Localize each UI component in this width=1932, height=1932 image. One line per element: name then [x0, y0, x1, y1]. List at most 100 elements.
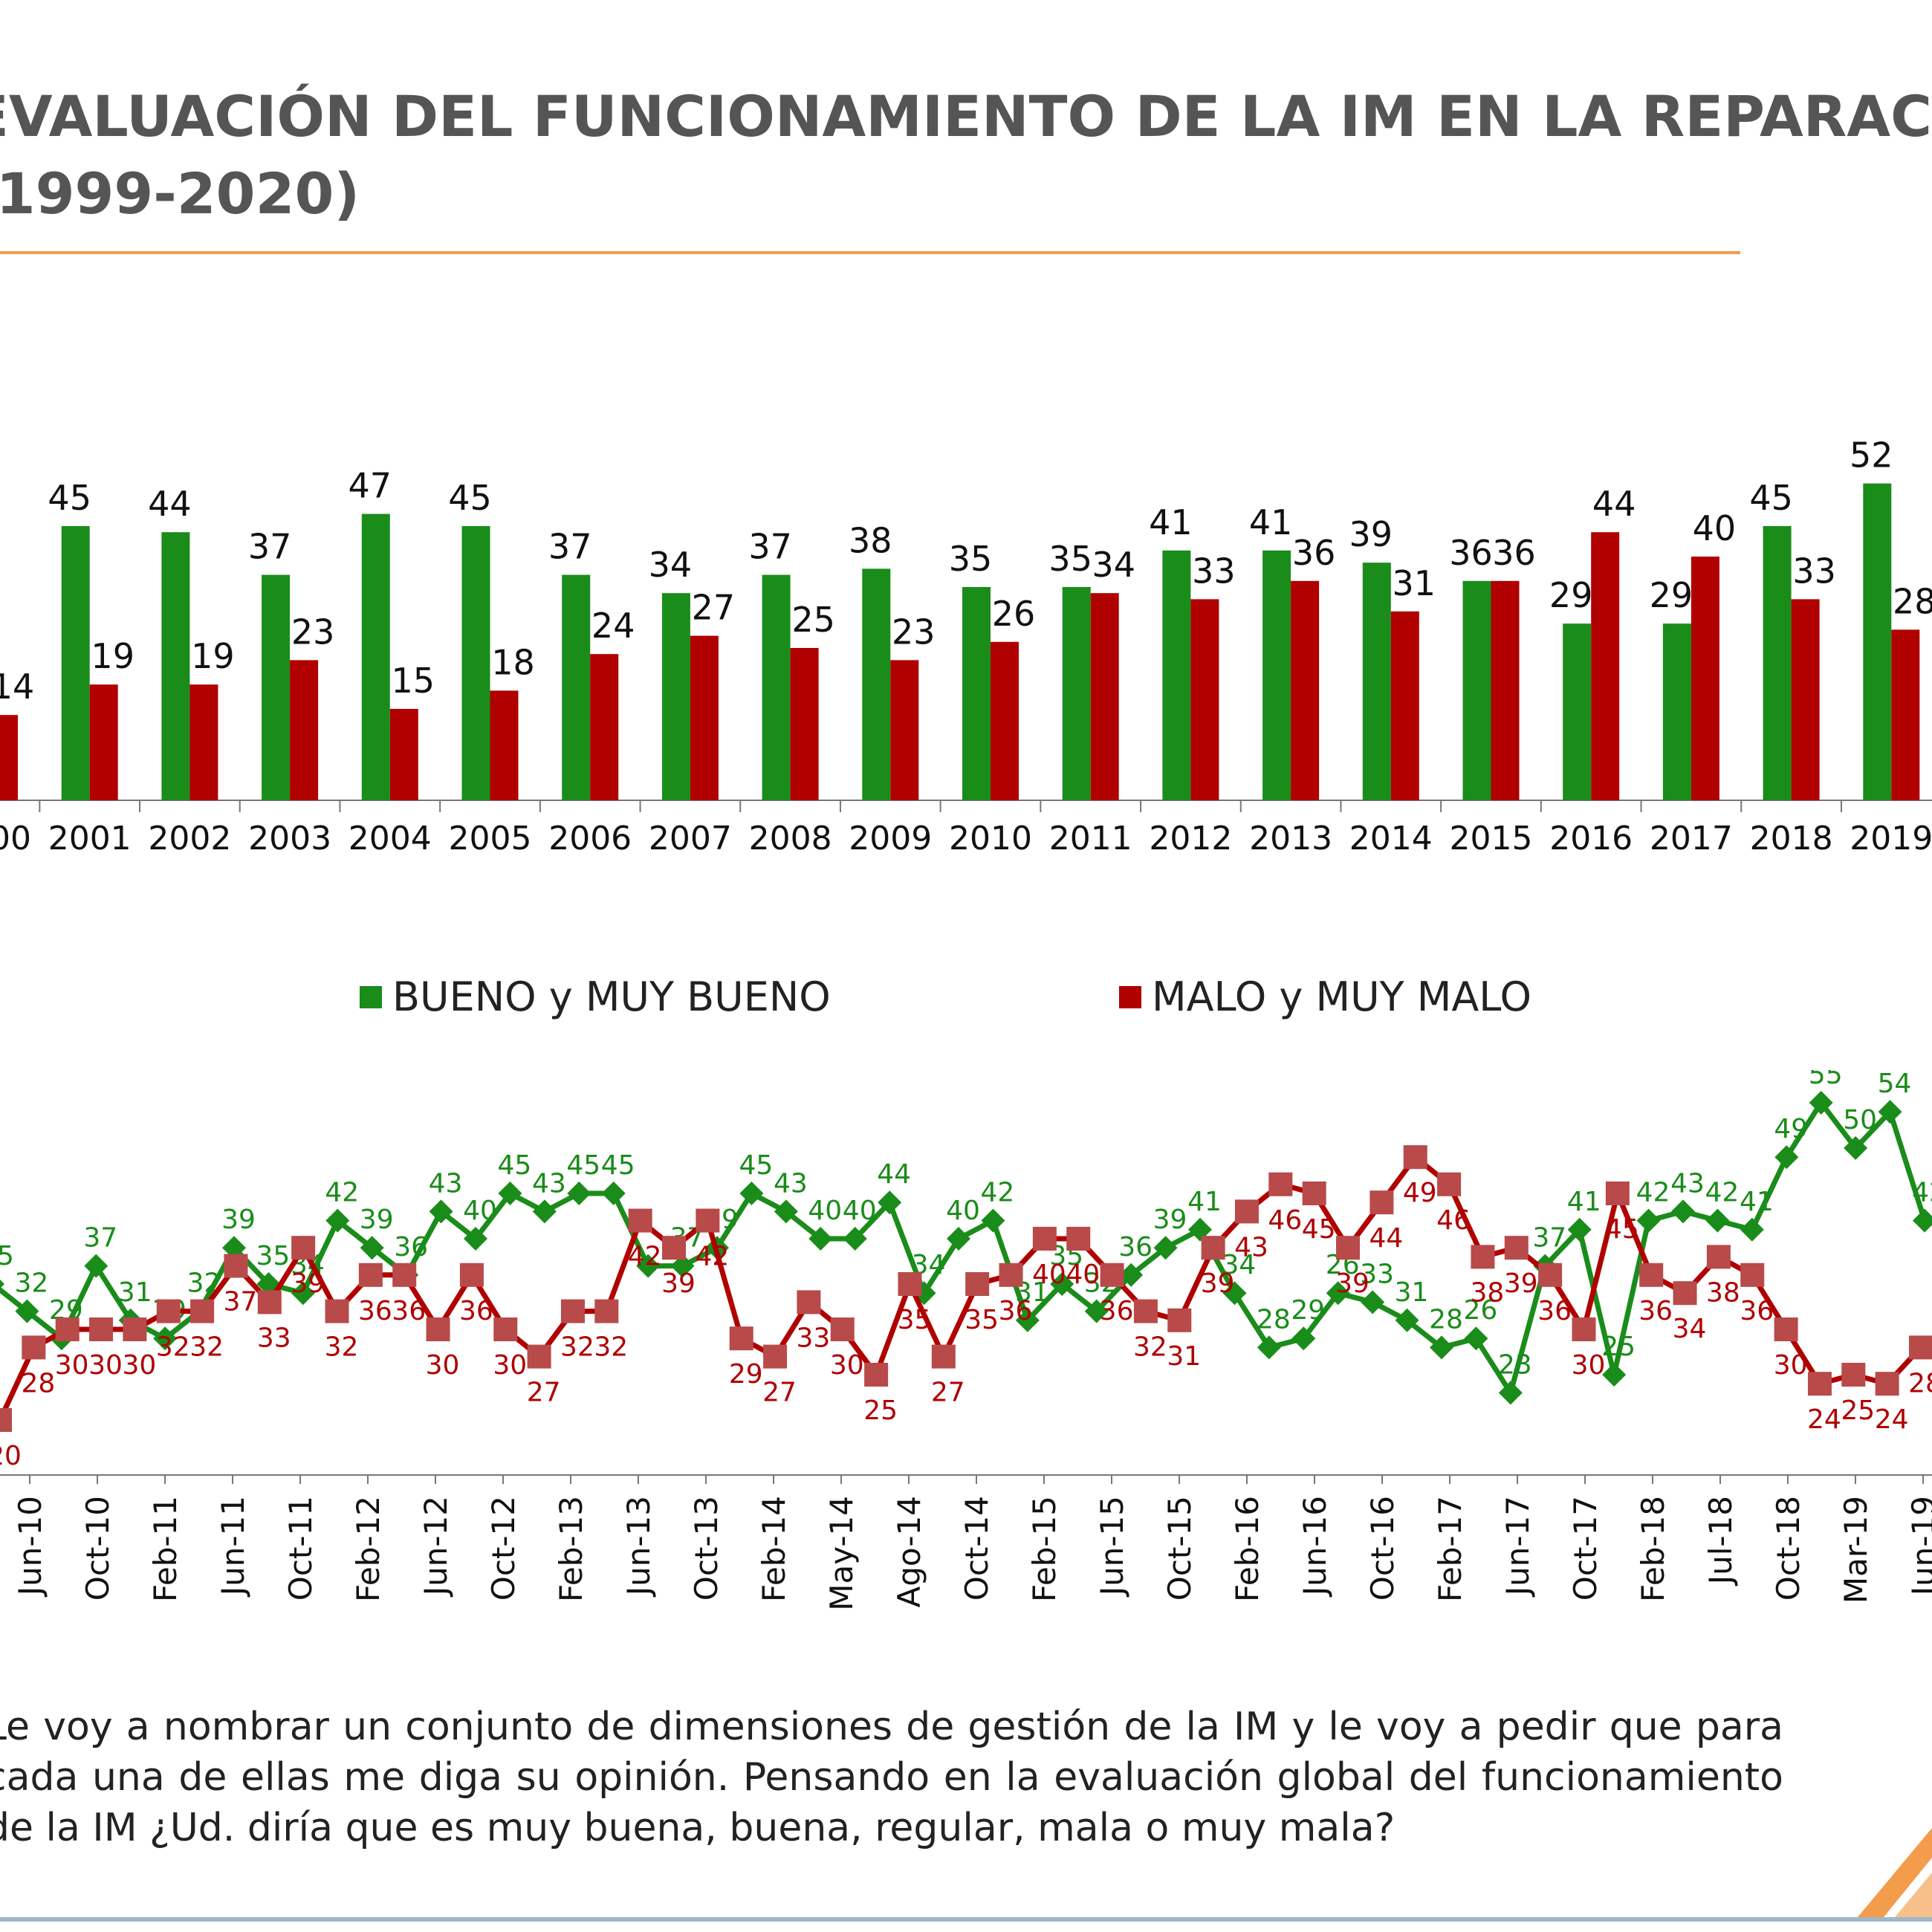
line-point-bueno	[1430, 1335, 1453, 1360]
line-label-bueno: 39	[1153, 1205, 1187, 1235]
line-x-tick-label: Oct-16	[1364, 1496, 1401, 1601]
bar-x-tick-label: 2013	[1249, 820, 1332, 858]
bar-bueno	[762, 574, 791, 800]
bar-bueno	[361, 513, 390, 800]
bar-x-tick-label: 2004	[349, 820, 432, 858]
bar-malo	[189, 684, 218, 800]
bar-label-malo: 33	[1792, 551, 1836, 591]
line-label-bueno: 34	[1222, 1250, 1257, 1280]
bar-bueno	[61, 526, 90, 800]
line-point-bueno	[1913, 1208, 1932, 1233]
line-point-bueno	[15, 1299, 39, 1323]
bar-label-bueno: 29	[1650, 575, 1693, 615]
bar-label-bueno: 47	[349, 466, 392, 506]
line-point-malo	[864, 1363, 889, 1387]
line-point-bueno	[1153, 1236, 1178, 1260]
bar-bueno	[1863, 483, 1892, 800]
bar-label-bueno: 35	[949, 539, 993, 579]
line-point-malo	[628, 1208, 652, 1233]
line-point-malo	[662, 1236, 687, 1260]
line-label-malo: 29	[729, 1359, 763, 1390]
line-point-malo	[1639, 1262, 1664, 1287]
bar-label-malo: 26	[992, 594, 1036, 634]
line-label-bueno: 28	[1429, 1304, 1463, 1335]
line-point-bueno	[1671, 1199, 1695, 1224]
bar-malo	[1791, 599, 1820, 800]
line-point-malo	[1268, 1172, 1293, 1196]
line-point-malo	[1572, 1317, 1596, 1341]
bar-malo	[890, 660, 919, 800]
line-point-bueno	[1361, 1290, 1385, 1315]
line-label-bueno: 43	[532, 1168, 566, 1199]
line-point-bueno	[567, 1181, 591, 1205]
line-point-malo	[1032, 1227, 1057, 1251]
line-point-malo	[1504, 1236, 1529, 1260]
bar-bueno	[262, 574, 291, 800]
line-point-bueno	[1567, 1217, 1592, 1242]
line-point-bueno	[843, 1227, 867, 1251]
line-point-malo	[965, 1272, 990, 1296]
line-point-malo	[1133, 1299, 1158, 1323]
bar-malo	[1190, 599, 1219, 800]
line-point-bueno	[947, 1227, 970, 1251]
bar-malo	[690, 635, 719, 800]
line-point-malo	[22, 1335, 46, 1360]
line-label-bueno: 45	[739, 1150, 774, 1181]
line-point-malo	[1605, 1181, 1630, 1205]
title-line-2: (1999-2020)	[0, 161, 360, 227]
bar-malo	[1291, 580, 1320, 800]
bar-label-malo: 44	[1592, 484, 1636, 524]
line-label-malo: 30	[1572, 1350, 1606, 1381]
line-point-malo	[1706, 1245, 1731, 1269]
bar-bueno	[461, 526, 490, 800]
line-point-bueno	[636, 1254, 661, 1278]
bar-x-tick-label: 2009	[849, 820, 932, 858]
line-x-tick-label: Oct-17	[1567, 1496, 1604, 1601]
line-point-bueno	[1602, 1363, 1627, 1387]
line-label-bueno: 37	[83, 1223, 117, 1254]
line-point-bueno	[1291, 1326, 1316, 1351]
line-point-malo	[190, 1299, 215, 1323]
line-point-bueno	[1809, 1091, 1833, 1115]
line-label-bueno: 40	[463, 1196, 497, 1226]
line-point-bueno	[1222, 1281, 1247, 1306]
bar-label-malo: 19	[191, 636, 235, 676]
line-label-malo: 36	[1537, 1296, 1572, 1326]
line-label-bueno: 31	[1395, 1277, 1429, 1308]
legend-swatch-malo	[1119, 985, 1141, 1008]
line-point-bueno	[1326, 1281, 1350, 1306]
line-point-malo	[830, 1317, 855, 1341]
bar-label-malo: 18	[491, 642, 535, 682]
bar-label-bueno: 41	[1149, 502, 1193, 542]
line-label-bueno: 28	[1257, 1304, 1291, 1335]
legend-item-malo: MALO y MUY MALO	[1119, 973, 1531, 1020]
line-point-bueno	[1257, 1335, 1281, 1360]
bar-label-malo: 28	[1893, 581, 1932, 621]
line-point-bueno	[532, 1199, 557, 1224]
line-point-bueno	[1395, 1308, 1419, 1332]
line-label-malo: 30	[1774, 1350, 1808, 1381]
line-label-bueno: 42	[981, 1178, 1015, 1208]
bar-bueno	[161, 532, 190, 800]
line-x-tick-label: May-14	[823, 1496, 860, 1611]
line-point-bueno	[1015, 1308, 1040, 1332]
line-label-malo: 27	[931, 1378, 965, 1408]
line-label-malo: 37	[224, 1287, 258, 1317]
line-point-malo	[0, 1408, 12, 1432]
line-label-malo: 33	[797, 1323, 831, 1353]
line-x-tick-label: Jun-12	[418, 1496, 454, 1598]
line-label-malo: 46	[1436, 1205, 1471, 1236]
line-label-bueno: 31	[118, 1277, 152, 1308]
line-label-malo: 28	[21, 1368, 55, 1398]
line-point-bueno	[1705, 1208, 1730, 1233]
bar-label-bueno: 36	[1449, 533, 1493, 573]
line-x-tick-label: Jun-13	[620, 1496, 657, 1598]
line-label-bueno: 55	[1809, 1070, 1843, 1090]
bar-bueno	[1262, 550, 1291, 800]
bar-x-tick-label: 2011	[1049, 820, 1132, 858]
line-label-malo: 25	[1841, 1395, 1875, 1426]
bar-label-bueno: 35	[1048, 539, 1092, 579]
line-label-bueno: 35	[256, 1241, 291, 1271]
line-x-tick-label: Feb-15	[1026, 1496, 1063, 1602]
line-point-malo	[1100, 1262, 1124, 1287]
